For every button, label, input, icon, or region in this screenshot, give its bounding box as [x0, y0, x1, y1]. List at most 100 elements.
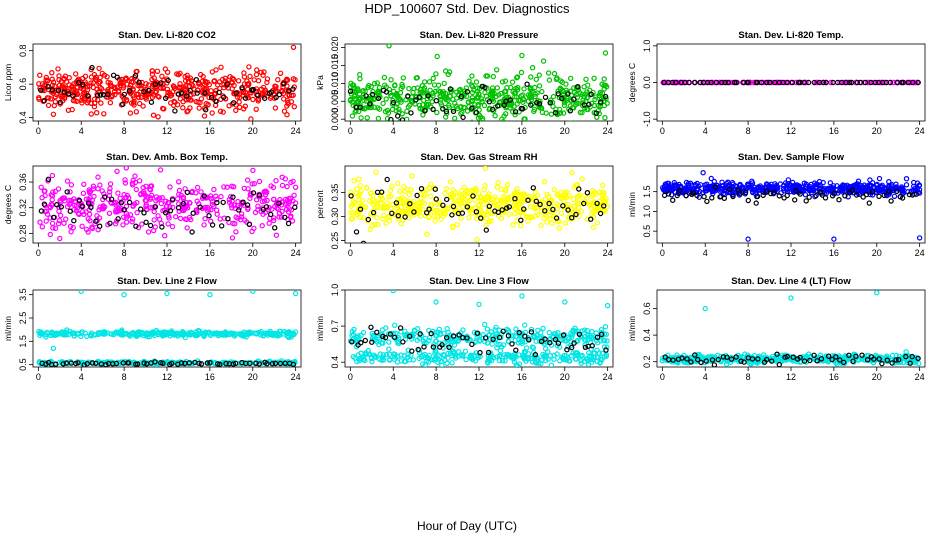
- data-point: [503, 186, 509, 193]
- data-point: [254, 196, 260, 203]
- data-point: [499, 79, 506, 85]
- data-point: [539, 109, 546, 116]
- data-point: [264, 79, 270, 86]
- data-point: [133, 361, 139, 367]
- data-point: [362, 351, 368, 357]
- data-point: [520, 338, 526, 344]
- data-point: [438, 100, 444, 106]
- data-point: [292, 204, 298, 210]
- data-point: [140, 190, 147, 197]
- data-point: [288, 92, 295, 99]
- data-point: [790, 354, 796, 360]
- data-point: [348, 209, 354, 216]
- data-point: [434, 109, 440, 116]
- x-tick-label: 0: [348, 372, 353, 382]
- data-point: [493, 324, 499, 331]
- data-point: [576, 186, 582, 192]
- data-point: [238, 331, 245, 337]
- data-point: [236, 104, 243, 111]
- data-point: [515, 84, 521, 91]
- data-point: [801, 358, 808, 364]
- outlier-point: [201, 113, 208, 119]
- data-point: [139, 221, 145, 227]
- data-point: [172, 213, 179, 220]
- data-point: [221, 184, 227, 190]
- data-point: [475, 95, 481, 101]
- data-point: [495, 179, 501, 186]
- data-point: [36, 96, 42, 102]
- data-point: [541, 178, 548, 185]
- data-point: [246, 221, 252, 227]
- y-axis-label: degrees C: [627, 63, 637, 102]
- outlier-point: [745, 236, 751, 242]
- data-point: [540, 58, 547, 64]
- outlier-point: [57, 235, 63, 242]
- data-point: [97, 92, 104, 98]
- data-point: [71, 196, 77, 202]
- data-point: [101, 194, 108, 200]
- data-point: [764, 79, 770, 86]
- y-tick-label: 0.6: [18, 78, 28, 91]
- data-point: [550, 206, 556, 213]
- data-point: [217, 108, 224, 115]
- x-tick-label: 20: [872, 126, 882, 136]
- data-point: [419, 82, 425, 89]
- data-point: [397, 90, 404, 96]
- data-point: [134, 209, 140, 216]
- data-point: [99, 205, 106, 212]
- data-point: [502, 78, 509, 84]
- data-point: [255, 77, 262, 84]
- data-point: [106, 210, 113, 216]
- data-point: [189, 229, 195, 235]
- data-point: [233, 107, 239, 114]
- data-point: [749, 188, 756, 195]
- data-point: [374, 214, 380, 221]
- data-point: [216, 89, 222, 96]
- data-point: [579, 352, 585, 359]
- data-point: [475, 101, 481, 108]
- data-point: [604, 203, 610, 210]
- data-point: [279, 174, 285, 180]
- data-point: [703, 358, 709, 364]
- data-point: [547, 215, 553, 222]
- data-point: [481, 102, 488, 109]
- data-point: [453, 337, 459, 343]
- data-point: [420, 90, 426, 96]
- y-tick-label: 0.30: [330, 208, 340, 226]
- data-points: [660, 79, 921, 86]
- data-point: [375, 90, 382, 96]
- x-tick-label: 12: [474, 248, 484, 258]
- data-point: [460, 204, 466, 210]
- data-point: [205, 206, 212, 213]
- data-point: [769, 358, 775, 364]
- data-point: [743, 187, 749, 194]
- data-point: [359, 105, 366, 112]
- data-point: [218, 223, 225, 229]
- data-point: [578, 208, 584, 214]
- data-point: [249, 228, 255, 235]
- data-point: [94, 92, 101, 99]
- x-tick-label: 24: [603, 248, 613, 258]
- data-point: [896, 357, 902, 363]
- data-point: [671, 179, 678, 186]
- data-point: [449, 338, 455, 345]
- data-point: [128, 78, 135, 85]
- data-point: [531, 334, 537, 340]
- data-point: [354, 358, 360, 365]
- data-point: [189, 360, 195, 367]
- data-point: [141, 360, 147, 366]
- data-point: [177, 70, 183, 77]
- data-point: [694, 192, 700, 199]
- data-point: [749, 358, 755, 365]
- data-point: [362, 357, 368, 364]
- data-point: [409, 333, 415, 339]
- data-point: [547, 353, 553, 359]
- data-point: [894, 188, 900, 194]
- data-point: [501, 196, 507, 202]
- data-point: [692, 79, 698, 86]
- data-point: [422, 354, 428, 361]
- data-point: [413, 97, 419, 103]
- data-point: [247, 360, 253, 367]
- data-point: [594, 358, 600, 365]
- data-point: [464, 88, 471, 95]
